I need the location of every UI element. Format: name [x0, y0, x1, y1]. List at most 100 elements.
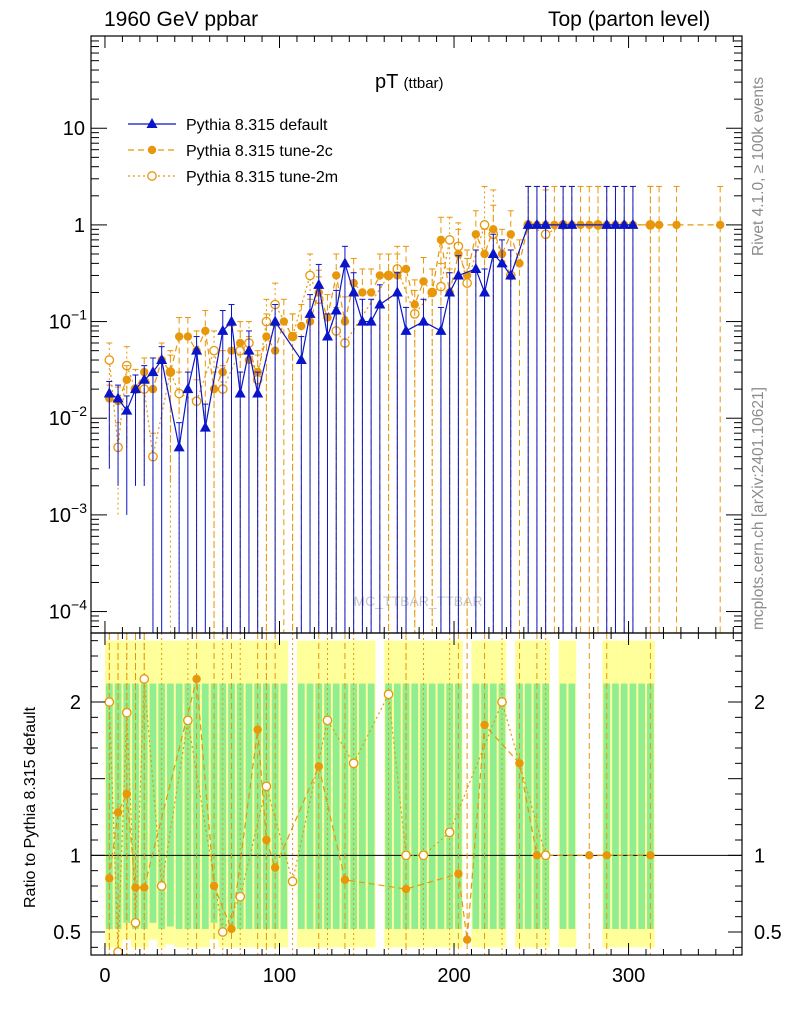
data-point [444, 235, 455, 245]
ratio-point [444, 827, 455, 838]
data-point [540, 218, 552, 229]
ratio-band-green [420, 683, 427, 929]
data-point [304, 307, 316, 318]
data-point [375, 271, 385, 280]
legend-label: Pythia 8.315 tune-2m [186, 169, 338, 186]
ratio-y-tick-label: 1 [70, 845, 81, 867]
data-point [112, 392, 124, 403]
legend-label: Pythia 8.315 tune-2c [186, 143, 333, 160]
legend-marker [147, 145, 157, 155]
data-point [715, 220, 725, 230]
ratio-point [183, 715, 193, 726]
data-point [391, 286, 403, 297]
data-point [138, 373, 150, 384]
ratio-point [227, 924, 236, 934]
data-point [609, 218, 621, 229]
y-tick-exponent: −3 [71, 500, 87, 516]
data-point [191, 344, 203, 355]
data-point [384, 271, 393, 280]
ratio-y-tick-label-right: 0.5 [754, 922, 782, 944]
y-axis-main: 10−4 10−3 10−2 10−1 1 10 [49, 35, 742, 634]
data-point [489, 225, 498, 234]
data-point [130, 383, 142, 394]
data-point [566, 218, 578, 229]
ratio-band-green [306, 683, 314, 929]
data-point [470, 262, 482, 273]
data-point [401, 264, 411, 274]
legend: Pythia 8.315 default Pythia 8.315 tune-2c… [128, 117, 338, 186]
ratio-band-green [411, 683, 419, 929]
ratio-band-green [620, 683, 628, 929]
main-series [103, 185, 725, 633]
ratio-band-green [437, 683, 445, 929]
data-point [269, 315, 281, 326]
y-tick-exponent: −1 [71, 307, 87, 323]
x-axis: 0 100 200 300 [99, 36, 734, 987]
data-point [358, 288, 367, 297]
ratio-point [261, 781, 272, 792]
data-point [262, 332, 271, 341]
data-point [348, 286, 360, 297]
data-point [166, 367, 175, 377]
ratio-point [401, 850, 411, 861]
ratio-point [585, 851, 594, 860]
legend-marker [147, 171, 157, 181]
ratio-band-green [612, 683, 619, 929]
y-tick-label: 1 [74, 215, 85, 237]
data-point [417, 315, 429, 326]
data-point [156, 354, 168, 365]
ratio-y-axis-label: Ratio to Pythia 8.315 default [22, 706, 39, 908]
ratio-band-green [568, 683, 576, 929]
ratio-point [209, 881, 219, 891]
header-left: 1960 GeV ppbar [104, 8, 259, 31]
data-point [646, 220, 655, 230]
data-point [209, 384, 219, 394]
data-point [374, 298, 386, 309]
ratio-point [235, 891, 246, 902]
ratio-band-green [472, 683, 480, 929]
data-point [173, 441, 185, 452]
ratio-point [156, 881, 167, 891]
ratio-y-tick-label-right: 1 [754, 845, 765, 867]
data-point [279, 317, 289, 326]
ratio-point [270, 863, 280, 872]
data-point [479, 286, 491, 297]
ratio-y-tick-label-right: 2 [754, 692, 765, 714]
data-point [297, 321, 306, 331]
ratio-point [104, 697, 115, 707]
ratio-band-green [359, 683, 366, 929]
data-point [436, 235, 446, 245]
data-point [295, 354, 307, 365]
ratio-point [383, 689, 394, 700]
data-point [104, 355, 115, 365]
x-tick-label: 300 [612, 965, 645, 987]
ratio-band-green [280, 683, 288, 929]
ratio-band-green [236, 683, 244, 929]
ratio-point [130, 917, 141, 928]
x-tick-label: 200 [437, 965, 470, 987]
data-point [452, 269, 464, 280]
ratio-point [454, 869, 463, 878]
ratio-y-tick-label: 0.5 [53, 922, 81, 944]
ratio-band-green [175, 683, 183, 929]
data-point [234, 387, 246, 398]
data-point [330, 304, 342, 315]
ratio-band-green [184, 683, 192, 929]
y-tick-exponent: −2 [71, 403, 87, 419]
data-point [557, 218, 569, 229]
ratio-point [462, 935, 472, 944]
data-point [243, 344, 255, 355]
data-point [410, 300, 419, 309]
x-tick-label: 100 [263, 965, 296, 987]
ratio-point [140, 883, 149, 892]
ratio-line [108, 678, 651, 940]
data-point [471, 230, 481, 239]
data-point [428, 288, 437, 297]
data-point [182, 383, 194, 394]
data-point [209, 345, 219, 356]
ratio-point [480, 720, 489, 730]
ratio-series [91, 633, 742, 955]
ratio-band-green [489, 683, 497, 929]
data-point [487, 248, 499, 259]
